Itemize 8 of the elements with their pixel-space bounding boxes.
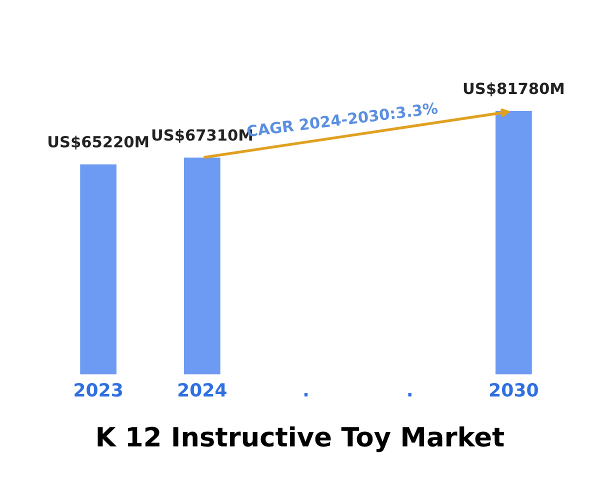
x-tick-label: . [304, 393, 308, 396]
x-tick-label: . [408, 393, 412, 396]
x-tick-label: 2030 [490, 383, 538, 397]
data-label: US$81780M [464, 82, 564, 96]
x-tick-label: 2023 [74, 383, 122, 397]
text: K 12 Instructive Toy Market [98, 426, 504, 452]
x-tick-label: 2024 [178, 383, 226, 397]
data-label: US$65220M [48, 136, 148, 150]
